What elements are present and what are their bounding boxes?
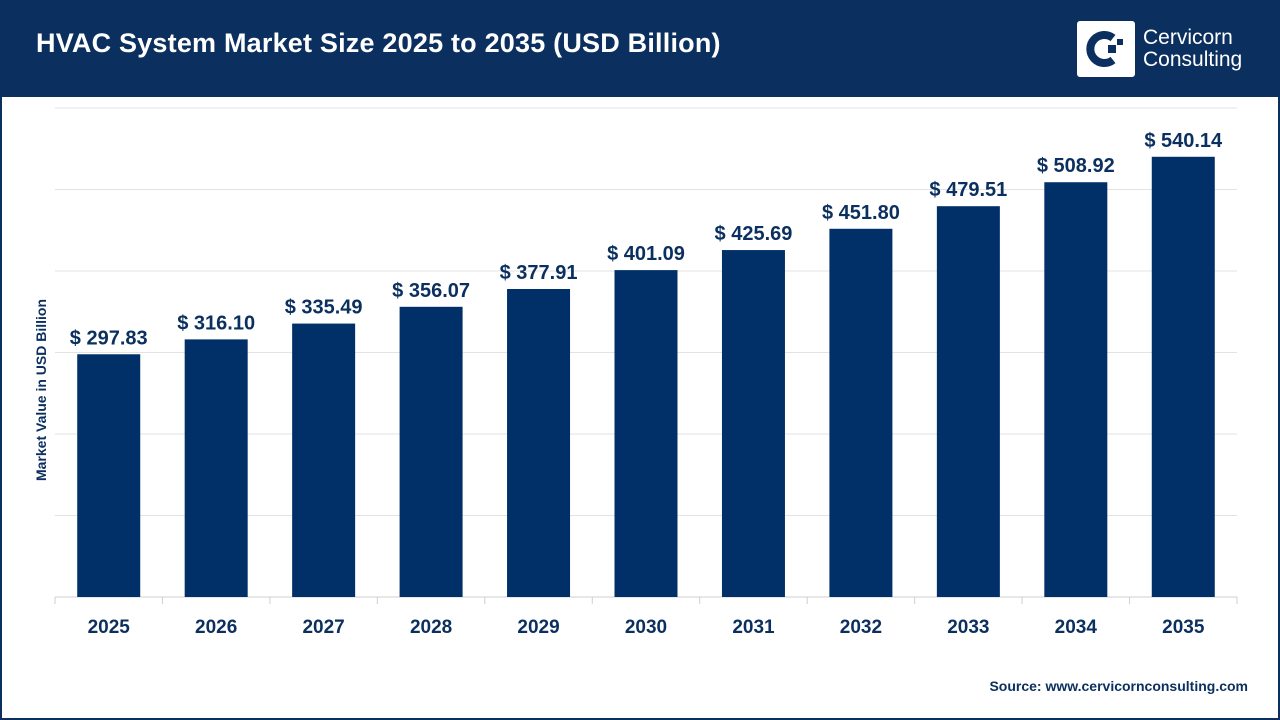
bar-2032	[829, 228, 893, 597]
source-text: Source: www.cervicornconsulting.com	[989, 678, 1248, 694]
data-label: $ 401.09	[607, 243, 685, 265]
logo-text: Cervicorn Consulting	[1143, 27, 1242, 71]
x-tick-label: 2026	[195, 617, 237, 638]
bar-2027	[292, 323, 356, 597]
x-tick-label: 2034	[1055, 617, 1098, 638]
logo: Cervicorn Consulting	[1077, 21, 1242, 77]
data-label: $ 451.80	[822, 202, 900, 224]
bar-2034	[1044, 182, 1108, 597]
logo-line1: Cervicorn	[1143, 26, 1233, 49]
data-label: $ 335.49	[285, 297, 363, 319]
x-tick-label: 2027	[302, 617, 344, 638]
header-band: HVAC System Market Size 2025 to 2035 (US…	[0, 0, 1280, 97]
bar-2025	[77, 354, 141, 597]
bar-2031	[721, 250, 785, 597]
x-tick-label: 2032	[840, 617, 882, 638]
bar-2035	[1151, 156, 1215, 598]
data-label: $ 540.14	[1144, 130, 1223, 152]
data-label: $ 297.83	[70, 327, 148, 349]
x-tick-label: 2035	[1162, 617, 1205, 638]
x-tick-label: 2033	[947, 617, 989, 638]
x-tick-label: 2028	[410, 617, 452, 638]
data-label: $ 479.51	[929, 179, 1007, 201]
data-label: $ 316.10	[177, 312, 255, 334]
bar-2033	[936, 206, 1000, 598]
x-tick-label: 2025	[88, 617, 131, 638]
data-label: $ 377.91	[500, 262, 578, 284]
x-tick-label: 2030	[625, 617, 667, 638]
logo-mark-icon	[1077, 21, 1135, 77]
bar-2028	[399, 306, 463, 597]
chart-title: HVAC System Market Size 2025 to 2035 (US…	[36, 28, 721, 58]
bar-2026	[184, 339, 248, 597]
data-label: $ 425.69	[715, 223, 793, 245]
x-tick-label: 2029	[517, 617, 559, 638]
y-axis-label: Market Value in USD Billion	[33, 299, 49, 481]
x-tick-label: 2031	[732, 617, 775, 638]
bar-2029	[507, 289, 571, 597]
data-label: $ 508.92	[1037, 155, 1115, 177]
data-label: $ 356.07	[392, 280, 470, 302]
bar-2030	[614, 270, 678, 597]
logo-line2: Consulting	[1143, 48, 1243, 71]
